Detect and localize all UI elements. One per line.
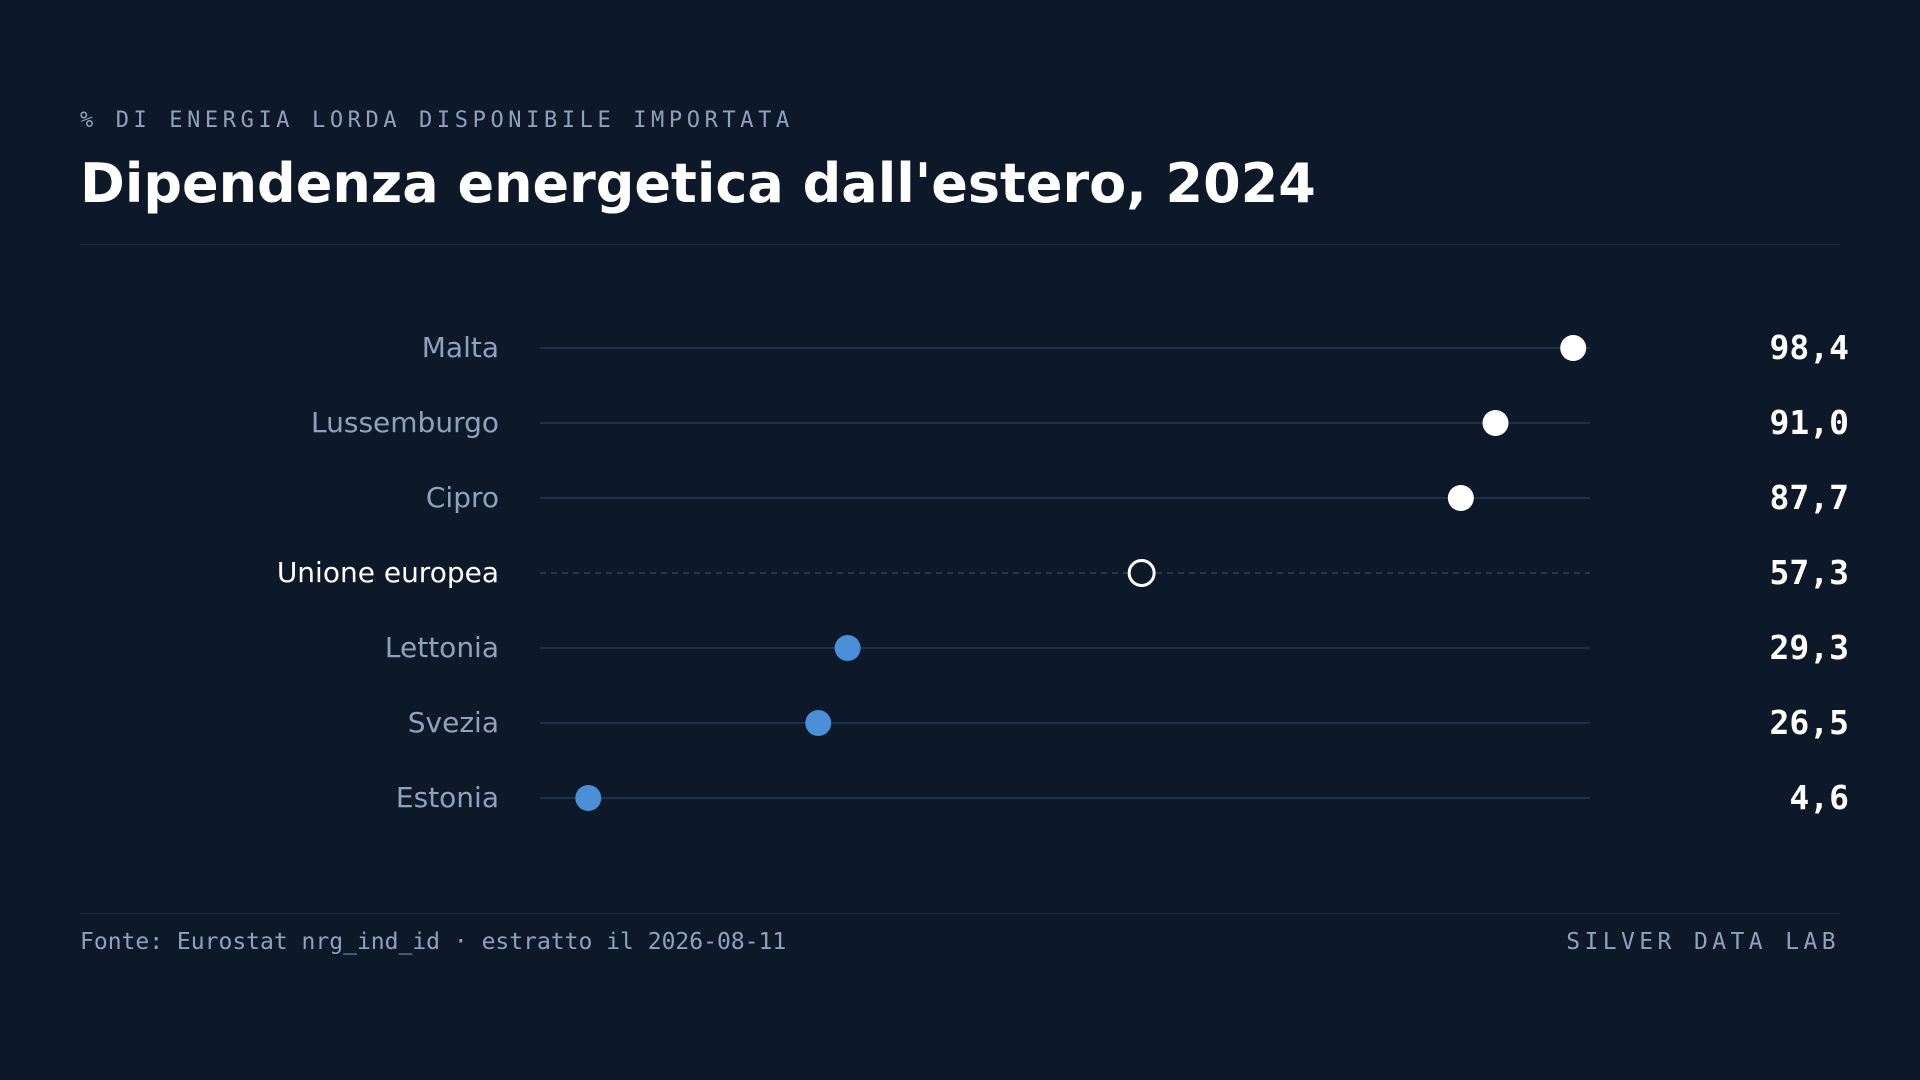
data-point: [805, 710, 832, 736]
chart-subtitle: % DI ENERGIA LORDA DISPONIBILE IMPORTATA: [80, 108, 794, 133]
value-label: 4,6: [1789, 778, 1849, 817]
data-point: [1560, 335, 1587, 361]
row-label: Svezia: [408, 706, 499, 739]
row-label: Lussemburgo: [311, 406, 499, 439]
reference-marker: [1127, 559, 1156, 587]
data-point: [575, 785, 602, 811]
row-label: Unione europea: [277, 556, 499, 589]
row-label: Malta: [422, 331, 499, 364]
value-label: 57,3: [1770, 553, 1849, 592]
row-label: Estonia: [396, 781, 499, 814]
dot-plot: Malta 98,4 Lussemburgo 91,0 Cipro 87,7 Unione …: [277, 328, 1849, 817]
data-point: [834, 635, 861, 661]
footer-divider: [80, 913, 1840, 914]
value-label: 29,3: [1770, 628, 1849, 667]
value-label: 98,4: [1770, 328, 1849, 367]
header-divider: [80, 244, 1840, 245]
source-note: Fonte: Eurostat nrg_ind_id · estratto il…: [80, 929, 787, 955]
data-point: [1482, 410, 1509, 436]
brand-label: SILVER DATA LAB: [1566, 929, 1840, 955]
data-point: [1447, 485, 1474, 511]
row-label: Lettonia: [385, 631, 499, 664]
value-label: 87,7: [1770, 478, 1849, 517]
row-label: Cipro: [426, 481, 499, 514]
chart-title: Dipendenza energetica dall'estero, 2024: [80, 152, 1316, 215]
value-label: 26,5: [1770, 703, 1849, 742]
value-label: 91,0: [1770, 403, 1849, 442]
